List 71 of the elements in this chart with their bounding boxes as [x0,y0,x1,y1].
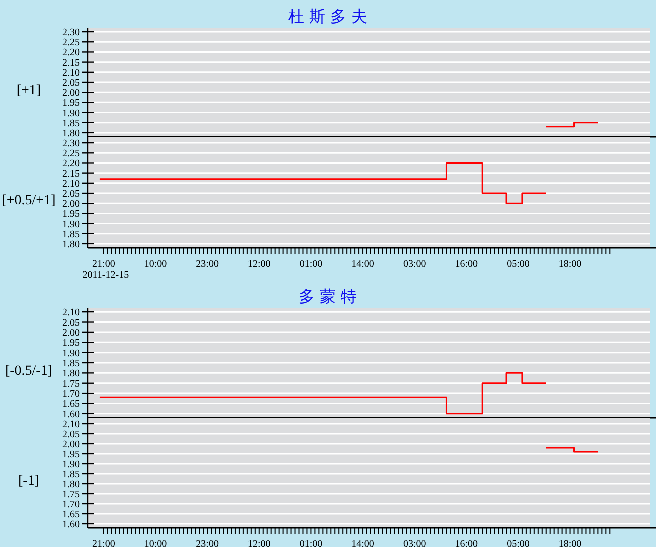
x-tick-label: 18:00 [558,539,582,547]
y-tick-label: 1.90 [62,348,80,360]
y-tick-label: 2.10 [62,68,80,79]
y-tick-label: 1.90 [62,460,80,470]
x-tick-label: 03:00 [403,259,426,270]
y-tick-label: 1.75 [62,378,80,390]
y-tick-label: 1.70 [62,500,80,510]
y-tick-label: 2.15 [62,168,80,180]
y-tick-label: 2.10 [62,308,80,319]
x-tick-label: 14:00 [352,539,374,547]
y-tick-label: 1.65 [62,510,80,520]
x-tick-label: 05:00 [507,259,530,270]
x-tick-label: 21:00 [92,539,116,547]
y-tick-label: 2.05 [62,189,80,200]
y-tick-label: 1.85 [62,470,80,480]
y-axis-title: [-0.5/-1] [5,364,53,379]
x-tick-label: 21:00 [92,259,116,270]
y-tick-label: 1.75 [62,490,80,500]
y-tick-label: 1.80 [62,239,80,250]
y-tick-label: 2.05 [62,78,80,89]
x-tick-label: 01:00 [300,539,323,547]
y-axis-title: [+1] [16,84,42,98]
y-tick-label: 1.70 [62,389,80,400]
x-tick-label: 23:00 [196,259,219,270]
y-axis-title: [-1] [18,474,40,489]
y-tick-label: 1.85 [62,358,80,370]
y-tick-label: 1.65 [62,399,80,410]
y-tick-label: 1.85 [62,118,80,130]
y-tick-label: 1.60 [62,409,80,420]
y-tick-label: 1.80 [62,480,80,490]
y-tick-label: 2.25 [62,38,80,49]
y-tick-label: 1.90 [62,108,80,120]
y-tick-label: 1.80 [62,368,80,380]
y-tick-label: 2.00 [62,440,80,450]
y-tick-label: 2.10 [62,178,80,190]
y-tick-label: 1.95 [62,98,80,110]
y-tick-label: 2.10 [62,420,80,430]
y-tick-label: 1.95 [62,338,80,350]
x-tick-label: 03:00 [403,539,426,547]
chart-title: 多 蒙 特 [298,287,358,306]
y-tick-label: 1.85 [62,229,80,240]
x-tick-label: 18:00 [558,259,582,270]
x-tick-label: 14:00 [352,259,374,270]
y-tick-label: 2.15 [62,58,80,69]
y-tick-label: 2.30 [62,28,80,39]
x-tick-label: 16:00 [455,259,478,270]
y-tick-label: 1.95 [62,450,80,460]
x-tick-label: 01:00 [300,259,323,270]
y-tick-label: 1.90 [62,219,80,230]
x-tick-label: 16:00 [455,539,478,547]
y-tick-label: 2.00 [62,88,80,100]
y-tick-label: 1.95 [62,209,80,220]
y-axis-title: [+0.5/+1] [2,194,56,208]
x-tick-label: 05:00 [507,539,530,547]
y-tick-label: 2.05 [62,318,80,329]
x-tick-label: 12:00 [248,539,271,547]
text: 2011-12-15 [82,270,130,281]
x-tick-label: 10:00 [144,539,168,547]
chart-title: 杜 斯 多 夫 [288,7,368,26]
x-tick-label: 12:00 [248,259,271,270]
y-tick-label: 2.00 [62,199,80,210]
x-tick-label: 23:00 [196,539,219,547]
y-tick-label: 2.20 [62,48,80,59]
y-tick-label: 2.20 [62,158,80,170]
y-tick-label: 2.00 [62,328,80,339]
y-tick-label: 2.25 [62,148,80,160]
y-tick-label: 1.60 [62,520,80,530]
y-tick-label: 1.80 [62,128,80,140]
y-tick-label: 2.05 [62,430,80,440]
y-tick-label: 2.30 [62,138,80,150]
x-tick-label: 10:00 [144,259,168,270]
